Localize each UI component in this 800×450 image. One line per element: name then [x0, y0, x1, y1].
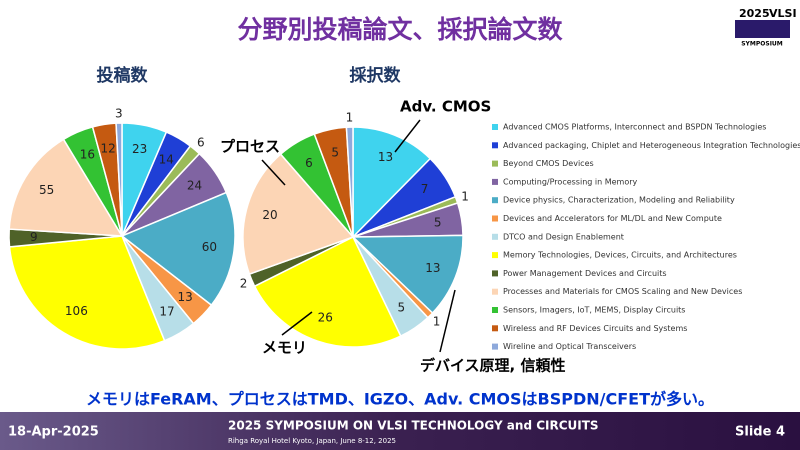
- pie-slice: [352, 126, 432, 239]
- value-label: 13: [425, 261, 440, 275]
- value-label: 14: [159, 152, 174, 166]
- logo: 2025 VLSI SYMPOSIUM: [735, 7, 797, 48]
- value-label: 7: [421, 182, 429, 196]
- annotation: メモリ: [262, 339, 307, 357]
- annotation-line: [261, 159, 286, 186]
- pie-slice: [351, 234, 464, 315]
- footer-venue: Rihga Royal Hotel Kyoto, Japan, June 8-1…: [228, 437, 396, 445]
- legend-swatch: [492, 233, 498, 240]
- slide-title: 分野別投稿論文、採択論文数: [237, 15, 563, 44]
- value-label: 1: [433, 314, 441, 328]
- footer-date: 18-Apr-2025: [8, 425, 99, 440]
- value-label: 16: [80, 147, 95, 161]
- value-label: 17: [159, 304, 174, 318]
- logo-symposium: SYMPOSIUM: [741, 41, 783, 48]
- summary: メモリはFeRAM、プロセスはTMD、IGZO、Adv. CMOSはBSPDN/…: [86, 390, 714, 409]
- value-label: 5: [398, 300, 406, 314]
- footer-slide: Slide 4: [735, 425, 785, 440]
- footer: [0, 412, 800, 450]
- value-label: 60: [202, 240, 217, 254]
- value-label: 6: [197, 135, 205, 149]
- logo-year: 2025: [739, 7, 770, 20]
- legend-label: Computing/Processing in Memory: [503, 177, 638, 186]
- legend-swatch: [492, 197, 498, 204]
- legend-swatch: [492, 270, 498, 277]
- pie-title: 投稿数: [97, 65, 149, 86]
- pie-slice: [8, 235, 166, 350]
- value-label: 55: [39, 183, 54, 197]
- legend-swatch: [492, 307, 498, 313]
- legend-label: Sensors, Imagers, IoT, MEMS, Display Cir…: [503, 306, 685, 315]
- legend-label: Power Management Devices and Circuits: [503, 269, 667, 278]
- annotation-line: [439, 289, 456, 353]
- value-label: 26: [318, 311, 333, 325]
- pie-slice: [242, 153, 355, 276]
- value-label: 24: [187, 178, 202, 192]
- value-label: 5: [331, 146, 339, 160]
- pie-slice: [8, 138, 124, 237]
- value-label: 23: [132, 142, 147, 156]
- pie-slice: [115, 122, 123, 237]
- annotations: Adv. CMOS プロセス メモリ デバイス原理, 信頼性: [220, 98, 565, 375]
- value-label: 9: [30, 230, 38, 244]
- legend-swatch: [492, 343, 498, 350]
- legend-swatch: [492, 160, 498, 167]
- value-label: 13: [177, 290, 192, 304]
- legend-swatch: [492, 288, 498, 295]
- value-label: 106: [65, 304, 88, 318]
- legend-swatch: [492, 178, 498, 185]
- value-label: 3: [115, 107, 123, 121]
- annotation-line: [394, 119, 421, 153]
- value-label: 13: [378, 150, 393, 164]
- legend: Advanced CMOS Platforms, Interconnect an…: [492, 123, 800, 351]
- legend-swatch: [492, 142, 498, 149]
- value-label: 1: [461, 189, 469, 203]
- legend-label: Device physics, Characterization, Modeli…: [503, 196, 735, 205]
- value-label: 2: [240, 276, 248, 290]
- value-label: 1: [346, 111, 354, 125]
- annotation: プロセス: [220, 138, 280, 156]
- logo-band: [735, 20, 790, 38]
- legend-swatch: [492, 252, 498, 259]
- pie-slice: [120, 191, 236, 307]
- legend-swatch: [492, 124, 498, 130]
- pie-title: 採択数: [350, 65, 402, 86]
- legend-label: Beyond CMOS Devices: [503, 159, 594, 168]
- value-label: 5: [434, 215, 442, 229]
- footer-title: 2025 SYMPOSIUM ON VLSI TECHNOLOGY and CI…: [228, 419, 599, 433]
- annotation: Adv. CMOS: [400, 98, 491, 116]
- value-label: 20: [262, 208, 277, 222]
- legend-label: Wireline and Optical Transceivers: [503, 342, 636, 351]
- value-label: 6: [305, 156, 313, 170]
- annotation-line: [281, 311, 313, 336]
- legend-label: Memory Technologies, Devices, Circuits, …: [503, 251, 737, 260]
- legend-swatch: [492, 215, 498, 222]
- legend-label: Advanced CMOS Platforms, Interconnect an…: [503, 123, 766, 132]
- legend-label: DTCO and Design Enablement: [503, 232, 624, 241]
- value-label: 12: [100, 141, 115, 155]
- pie-slice: [345, 126, 354, 238]
- legend-label: Advanced packaging, Chiplet and Heteroge…: [503, 141, 800, 150]
- pie-slice: [253, 235, 402, 348]
- annotation: デバイス原理, 信頼性: [420, 357, 565, 375]
- legend-label: Wireless and RF Devices Circuits and Sys…: [503, 324, 687, 333]
- legend-label: Processes and Materials for CMOS Scaling…: [503, 287, 742, 296]
- legend-swatch: [492, 325, 498, 332]
- logo-vlsi: VLSI: [769, 7, 797, 20]
- legend-label: Devices and Accelerators for ML/DL and N…: [503, 214, 722, 223]
